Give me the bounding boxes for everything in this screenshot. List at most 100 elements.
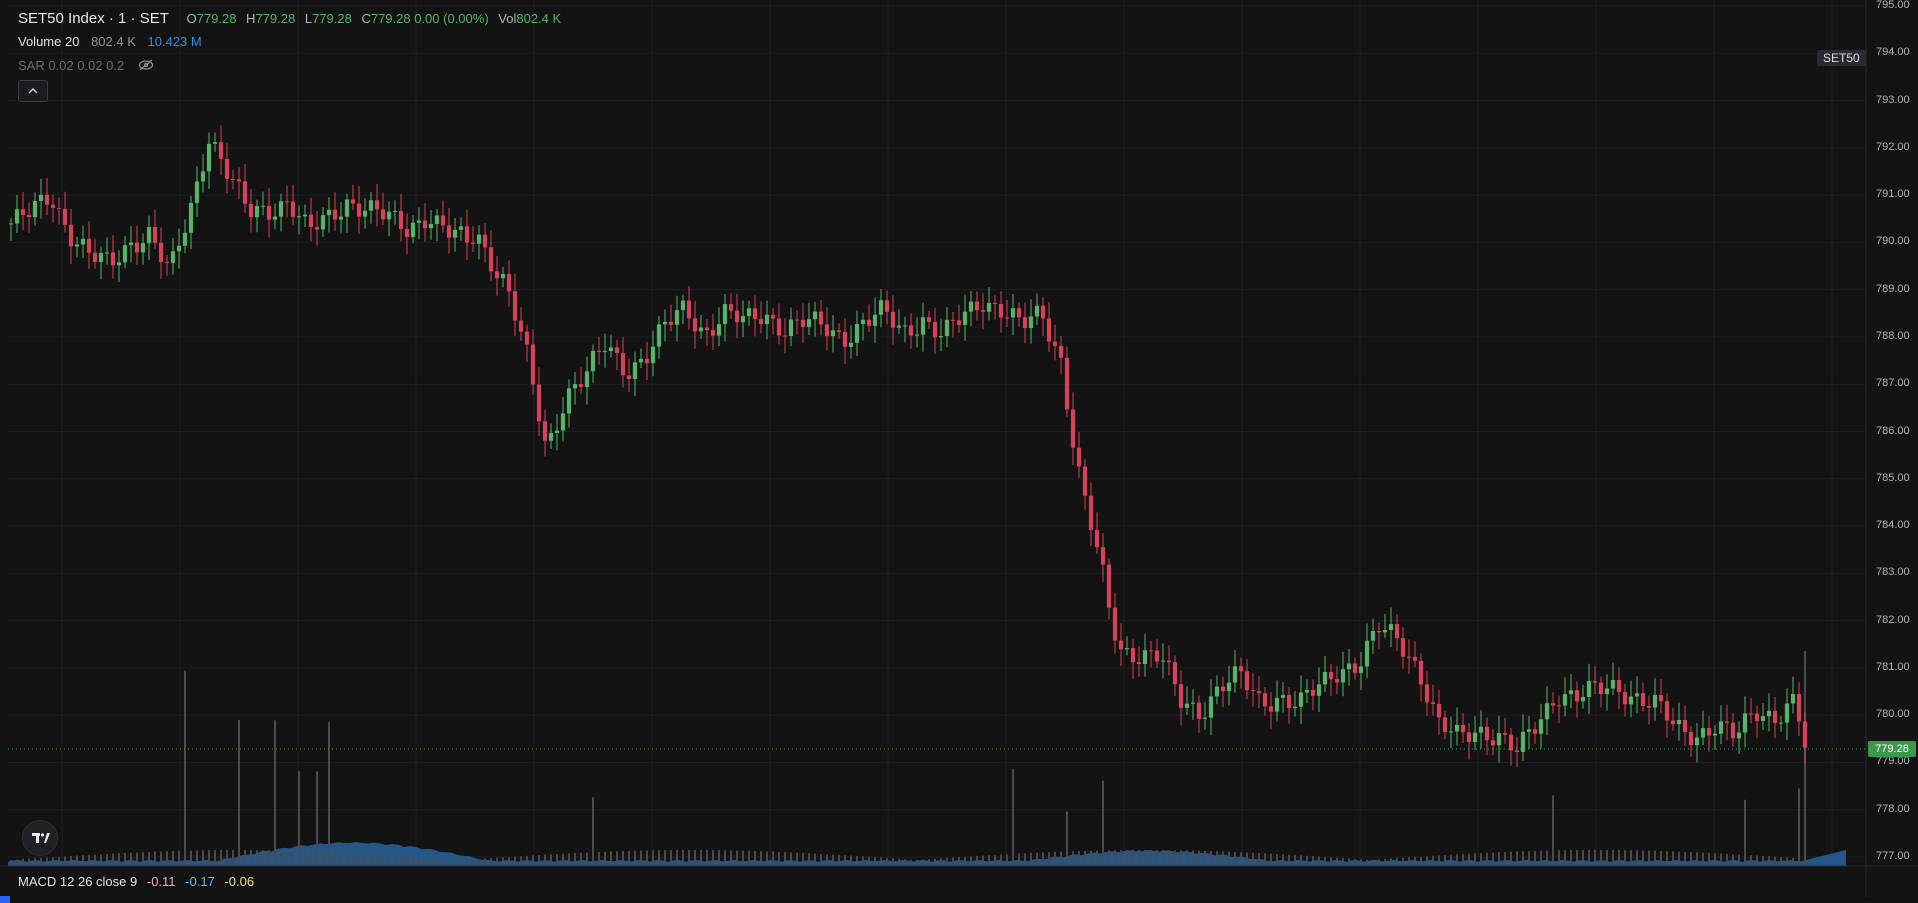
candle-body	[476, 234, 482, 244]
volume-bar	[1780, 857, 1782, 866]
volume-bar	[1636, 850, 1638, 866]
eye-off-icon[interactable]	[138, 59, 154, 74]
candle-body	[980, 310, 986, 312]
candle-body	[698, 327, 704, 332]
volume-bar	[748, 850, 750, 866]
volume-bar	[1738, 854, 1740, 866]
close-label: C	[361, 11, 371, 26]
volume-bar	[244, 850, 246, 866]
volume-bar	[196, 850, 198, 866]
volume-bar	[856, 855, 858, 866]
candle-body	[560, 413, 566, 431]
volume-bar	[1306, 855, 1308, 866]
candle-body	[830, 330, 836, 337]
volume-bar	[976, 855, 978, 866]
candle-body	[380, 209, 386, 220]
price-tick-label: 789.00	[1876, 282, 1910, 295]
candles	[8, 125, 1808, 768]
volume-bar	[1324, 856, 1326, 866]
candle-body	[1712, 733, 1718, 736]
candle-body	[1226, 682, 1232, 692]
candle-body	[1526, 729, 1532, 732]
candle-body	[314, 226, 320, 230]
candle-body	[890, 311, 896, 328]
volume-bar	[838, 854, 840, 866]
volume-bar	[1108, 850, 1110, 866]
volume-bar	[1054, 851, 1056, 866]
volume-bar	[778, 851, 780, 866]
candle-body	[704, 327, 710, 331]
volume-bar	[1030, 852, 1032, 866]
candle-body	[566, 388, 572, 414]
volume-bar	[1600, 850, 1602, 866]
candle-body	[140, 243, 146, 253]
volume-bar	[442, 858, 444, 866]
candle-body	[1616, 679, 1622, 693]
candle-body	[404, 228, 410, 237]
candle-body	[1472, 732, 1478, 743]
price-tick-label: 795.00	[1876, 0, 1910, 11]
candle-body	[1094, 529, 1100, 548]
candle-body	[284, 201, 290, 203]
volume-bar	[280, 850, 282, 866]
volume-bar	[340, 852, 342, 866]
volume-bar	[916, 859, 918, 866]
volume-bar	[634, 850, 636, 866]
candle-body	[1646, 706, 1652, 708]
price-tick-label: 783.00	[1876, 566, 1910, 579]
volume-bar	[826, 854, 828, 866]
candle-body	[794, 319, 800, 321]
candle-body	[842, 331, 848, 347]
symbol-title[interactable]: SET50 Index · 1 · SET	[18, 10, 169, 27]
candle-body	[212, 142, 218, 144]
volume-bar	[1102, 780, 1104, 866]
volume-bar	[952, 857, 954, 866]
volume-bar	[1084, 850, 1086, 866]
volume-bar	[928, 859, 930, 866]
volume-bar	[406, 856, 408, 866]
candle-body	[644, 358, 650, 364]
candle-body	[326, 209, 332, 216]
candle-body	[1064, 357, 1070, 410]
volume-bar	[1048, 852, 1050, 866]
high-label: H	[246, 11, 256, 26]
volume-bar	[1390, 858, 1392, 866]
volume-bar	[1552, 795, 1554, 866]
candle-body	[1532, 729, 1538, 734]
sar-indicator-legend[interactable]: SAR 0.02 0.02 0.2	[18, 58, 154, 74]
candle-body	[812, 311, 818, 320]
collapse-legend-button[interactable]	[18, 80, 48, 102]
candle-body	[1250, 690, 1256, 692]
volume-bar	[1006, 854, 1008, 866]
candle-body	[434, 215, 440, 224]
volume-bar	[808, 853, 810, 866]
candle-body	[1490, 740, 1496, 746]
candle-body	[1238, 666, 1244, 672]
candle-body	[1196, 702, 1202, 719]
macd-indicator-legend[interactable]: MACD 12 26 close 9 -0.11 -0.17 -0.06	[18, 874, 254, 889]
volume-bar	[256, 850, 258, 866]
volume-bar	[1720, 853, 1722, 866]
tradingview-logo-icon[interactable]	[22, 820, 58, 856]
price-tick-label: 793.00	[1876, 93, 1910, 106]
volume-bar	[1564, 850, 1566, 866]
candle-body	[116, 262, 122, 266]
candle-body	[920, 317, 926, 335]
candle-body	[1736, 732, 1742, 739]
volume-bar	[52, 857, 54, 866]
candle-body	[1346, 663, 1352, 670]
volume-bar	[1438, 855, 1440, 866]
macd-value: -0.11	[146, 874, 176, 889]
price-tick-label: 780.00	[1876, 708, 1910, 721]
volume-bar	[298, 770, 300, 866]
candle-body	[542, 421, 548, 441]
candle-body	[1478, 726, 1484, 733]
volume-bar	[1258, 853, 1260, 866]
candle-body	[1682, 719, 1688, 732]
sar-indicator-name: SAR 0.02 0.02 0.2	[18, 58, 125, 73]
candle-body	[482, 234, 488, 248]
volume-bar	[682, 850, 684, 866]
candle-body	[1262, 693, 1268, 707]
volume-indicator-legend[interactable]: Volume 20 802.4 K 10.423 M	[18, 34, 202, 49]
